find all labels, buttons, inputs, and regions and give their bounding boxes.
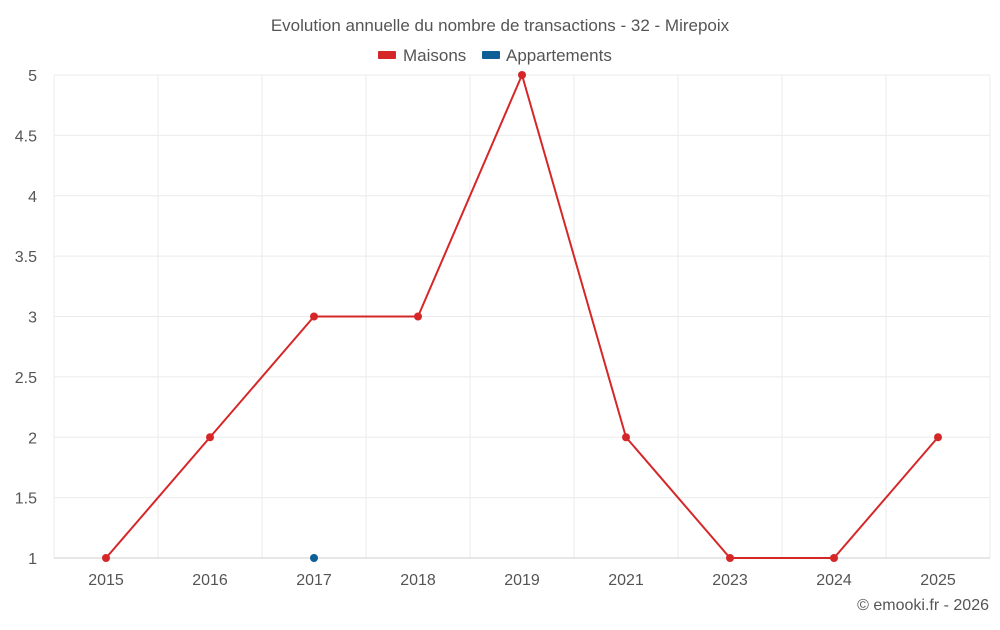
data-point-maisons[interactable] [934, 433, 942, 442]
legend-label-maisons: Maisons [403, 46, 466, 65]
gridlines [53, 74, 991, 558]
y-tick-label: 2.5 [15, 370, 37, 387]
data-point-maisons[interactable] [830, 554, 838, 562]
data-point-maisons[interactable] [622, 433, 630, 442]
x-tick-label: 2018 [400, 572, 436, 589]
series [102, 71, 942, 562]
legend-label-appartements: Appartements [506, 46, 612, 65]
x-tick-label: 2015 [88, 572, 124, 589]
x-tick-label: 2021 [608, 572, 644, 589]
legend-swatch-maisons [378, 51, 396, 59]
data-point-maisons[interactable] [102, 554, 110, 562]
y-tick-label: 2 [28, 430, 37, 447]
data-point-maisons[interactable] [414, 312, 422, 321]
legend-swatch-appartements [482, 51, 500, 59]
x-tick-label: 2019 [504, 572, 540, 589]
data-point-maisons[interactable] [206, 433, 214, 442]
series-maisons [102, 71, 942, 562]
y-tick-label: 1.5 [15, 491, 37, 508]
y-tick-label: 3 [28, 310, 37, 327]
data-point-maisons[interactable] [726, 554, 734, 562]
y-tick-label: 4 [28, 189, 37, 206]
y-tick-label: 3.5 [15, 249, 37, 266]
data-point-maisons[interactable] [518, 71, 526, 79]
credit-text: © emooki.fr - 2026 [857, 597, 989, 614]
data-point-maisons[interactable] [310, 312, 318, 321]
y-tick-label: 1 [28, 551, 37, 568]
chart-title: Evolution annuelle du nombre de transact… [271, 16, 730, 35]
legend-item-maisons[interactable]: Maisons [378, 46, 466, 65]
y-tick-label: 5 [28, 68, 37, 85]
series-appartements [310, 554, 318, 562]
x-axis: 2015 2016 2017 2018 2019 2021 2023 2024 2025 [54, 557, 990, 589]
legend-item-appartements[interactable]: Appartements [482, 46, 612, 65]
x-tick-label: 2017 [296, 572, 332, 589]
legend: Maisons Appartements [378, 46, 612, 65]
y-axis: 1 1.5 2 2.5 3 3.5 4 4.5 5 [15, 68, 37, 568]
x-tick-label: 2016 [192, 572, 228, 589]
data-point-appartements[interactable] [310, 554, 318, 562]
x-tick-label: 2023 [712, 572, 748, 589]
x-tick-label: 2024 [816, 572, 852, 589]
y-tick-label: 4.5 [15, 128, 37, 145]
x-tick-label: 2025 [920, 572, 956, 589]
